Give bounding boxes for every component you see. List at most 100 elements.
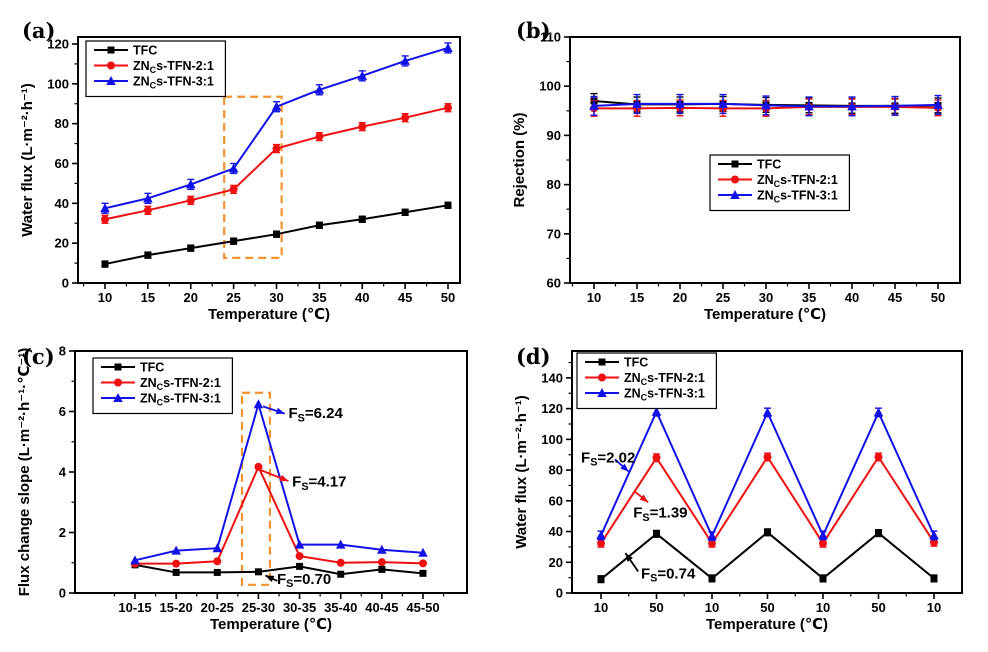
svg-text:100: 100 xyxy=(541,432,563,447)
svg-text:80: 80 xyxy=(549,463,563,478)
svg-text:10: 10 xyxy=(594,600,608,615)
annotation-fs=1.39: FS=1.39 xyxy=(633,490,688,524)
svg-text:0: 0 xyxy=(62,276,69,291)
annotation-fs=2.02: FS=2.02 xyxy=(581,449,635,473)
annotation-fs=6.24: FS=6.24 xyxy=(262,405,343,424)
svg-text:ZNCs-TFN-2:1: ZNCs-TFN-2:1 xyxy=(624,371,705,387)
annotation-fs=0.70: FS=0.70 xyxy=(265,571,331,590)
svg-text:ZNCs-TFN-3:1: ZNCs-TFN-3:1 xyxy=(624,387,705,403)
svg-text:FS=0.70: FS=0.70 xyxy=(277,571,331,590)
svg-text:35: 35 xyxy=(312,290,326,305)
svg-text:10: 10 xyxy=(816,600,830,615)
highlight-box xyxy=(223,95,283,260)
svg-text:90: 90 xyxy=(547,128,561,143)
svg-text:10: 10 xyxy=(98,290,112,305)
svg-text:60: 60 xyxy=(549,493,563,508)
x-axis: 10 15 20 25 30 35 40 45 50 xyxy=(571,283,945,305)
x-axis: 10 50 10 50 10 50 10 xyxy=(594,593,941,615)
svg-text:25-30: 25-30 xyxy=(242,600,275,615)
svg-text:40: 40 xyxy=(845,290,859,305)
svg-text:120: 120 xyxy=(541,401,563,416)
panel-c-flux-change-slope: 0 2 4 6 8 10-15 15-20 20-25 25-30 30-35 35-40 40-45… xyxy=(0,326,494,652)
svg-text:10: 10 xyxy=(587,290,601,305)
svg-text:4: 4 xyxy=(59,465,67,480)
svg-text:15: 15 xyxy=(630,290,644,305)
svg-text:Temperature (℃): Temperature (℃) xyxy=(210,616,332,633)
svg-text:ZNCs-TFN-3:1: ZNCs-TFN-3:1 xyxy=(757,189,838,205)
svg-text:Water flux (L·m⁻²·h⁻¹): Water flux (L·m⁻²·h⁻¹) xyxy=(19,83,36,237)
svg-text:40: 40 xyxy=(355,290,369,305)
svg-text:TFC: TFC xyxy=(624,356,648,370)
svg-text:10-15: 10-15 xyxy=(118,600,151,615)
svg-text:6: 6 xyxy=(59,404,66,419)
y-axis-title: Water flux (L·m⁻²·h⁻¹) xyxy=(19,83,36,237)
annotation-fs=0.74: FS=0.74 xyxy=(624,552,696,585)
svg-text:TFC: TFC xyxy=(133,44,157,58)
panel-a-water-flux-vs-temperature: 0 20 40 60 80 100 120 10 15 20 25 30 35 40 45 50 Tempera… xyxy=(0,0,494,326)
svg-text:45: 45 xyxy=(398,290,412,305)
chart-a-water-flux: 0 20 40 60 80 100 120 10 15 20 25 30 35 40 45 50 Tempera… xyxy=(19,36,461,323)
svg-text:50: 50 xyxy=(441,290,455,305)
series-tfc xyxy=(101,201,452,268)
svg-text:TFC: TFC xyxy=(140,361,164,375)
highlight-box xyxy=(240,391,272,586)
svg-text:FS=2.02: FS=2.02 xyxy=(581,449,635,468)
svg-text:30-35: 30-35 xyxy=(283,600,316,615)
series-zncs-tfn-3:1 xyxy=(130,399,428,565)
svg-text:50: 50 xyxy=(649,600,663,615)
svg-text:FS=6.24: FS=6.24 xyxy=(288,405,343,424)
svg-text:Temperature (℃): Temperature (℃) xyxy=(704,306,826,323)
svg-text:Rejection (%): Rejection (%) xyxy=(511,112,528,207)
series-zncs-tfn-3:1 xyxy=(596,406,939,542)
panel-label-a: (a) xyxy=(22,18,56,43)
series-zncs-tfn-3:1 xyxy=(100,42,453,214)
series-zncs-tfn-2:1 xyxy=(131,462,427,568)
svg-text:ZNCs-TFN-2:1: ZNCs-TFN-2:1 xyxy=(140,376,221,392)
svg-text:10: 10 xyxy=(927,600,941,615)
panel-d-water-flux-cycling: 0 20 40 60 80 100 120 140 10 50 10 50 10 50 10 Temperat… xyxy=(494,326,988,652)
svg-text:50: 50 xyxy=(931,290,945,305)
svg-text:8: 8 xyxy=(59,344,66,359)
x-axis-title: Temperature (℃) xyxy=(210,616,332,633)
svg-text:ZNCs-TFN-2:1: ZNCs-TFN-2:1 xyxy=(757,173,838,189)
svg-text:Flux change slope (L·m⁻²·h⁻¹·℃: Flux change slope (L·m⁻²·h⁻¹·℃⁻¹) xyxy=(16,348,33,597)
svg-text:20-25: 20-25 xyxy=(201,600,234,615)
svg-text:70: 70 xyxy=(547,226,561,241)
svg-text:120: 120 xyxy=(47,36,69,51)
svg-text:10: 10 xyxy=(705,600,719,615)
svg-text:0: 0 xyxy=(556,586,563,601)
svg-text:30: 30 xyxy=(269,290,283,305)
annotation-fs=4.17: FS=4.17 xyxy=(259,469,347,493)
svg-text:FS=4.17: FS=4.17 xyxy=(292,474,346,493)
plot-frame xyxy=(77,36,461,284)
svg-text:ZNCs-TFN-3:1: ZNCs-TFN-3:1 xyxy=(140,392,221,408)
x-axis: 10-15 15-20 20-25 25-30 30-35 35-40 40-45 45-50 xyxy=(113,593,445,615)
y-axis-title: Water flux (L·m⁻²·h⁻¹) xyxy=(513,395,530,549)
series-zncs-tfn-2:1 xyxy=(101,103,452,224)
svg-text:Water flux (L·m⁻²·h⁻¹): Water flux (L·m⁻²·h⁻¹) xyxy=(513,395,530,549)
y-axis: 0 20 40 60 80 100 120 xyxy=(47,36,78,291)
svg-text:Temperature (℃): Temperature (℃) xyxy=(208,306,330,323)
panel-label-d: (d) xyxy=(516,344,551,369)
svg-text:ZNCs-TFN-2:1: ZNCs-TFN-2:1 xyxy=(133,59,214,75)
svg-text:40: 40 xyxy=(549,524,563,539)
series-tfc xyxy=(597,528,938,584)
panel-b-rejection-vs-temperature: 60 70 80 90 100 110 10 15 20 25 30 35 40 45 50 Temperat… xyxy=(494,0,988,326)
svg-text:0: 0 xyxy=(59,586,66,601)
svg-text:FS=0.74: FS=0.74 xyxy=(641,565,696,584)
panel-label-b: (b) xyxy=(516,18,551,43)
svg-text:80: 80 xyxy=(55,116,69,131)
svg-text:110: 110 xyxy=(540,30,561,45)
chart-b-rejection: 60 70 80 90 100 110 10 15 20 25 30 35 40 45 50 Temperat… xyxy=(511,30,961,323)
svg-text:20: 20 xyxy=(549,555,563,570)
y-axis-title: Flux change slope (L·m⁻²·h⁻¹·℃⁻¹) xyxy=(16,348,33,597)
svg-text:Temperature (℃): Temperature (℃) xyxy=(706,616,828,633)
x-axis-title: Temperature (℃) xyxy=(208,306,330,323)
svg-text:100: 100 xyxy=(47,76,69,91)
